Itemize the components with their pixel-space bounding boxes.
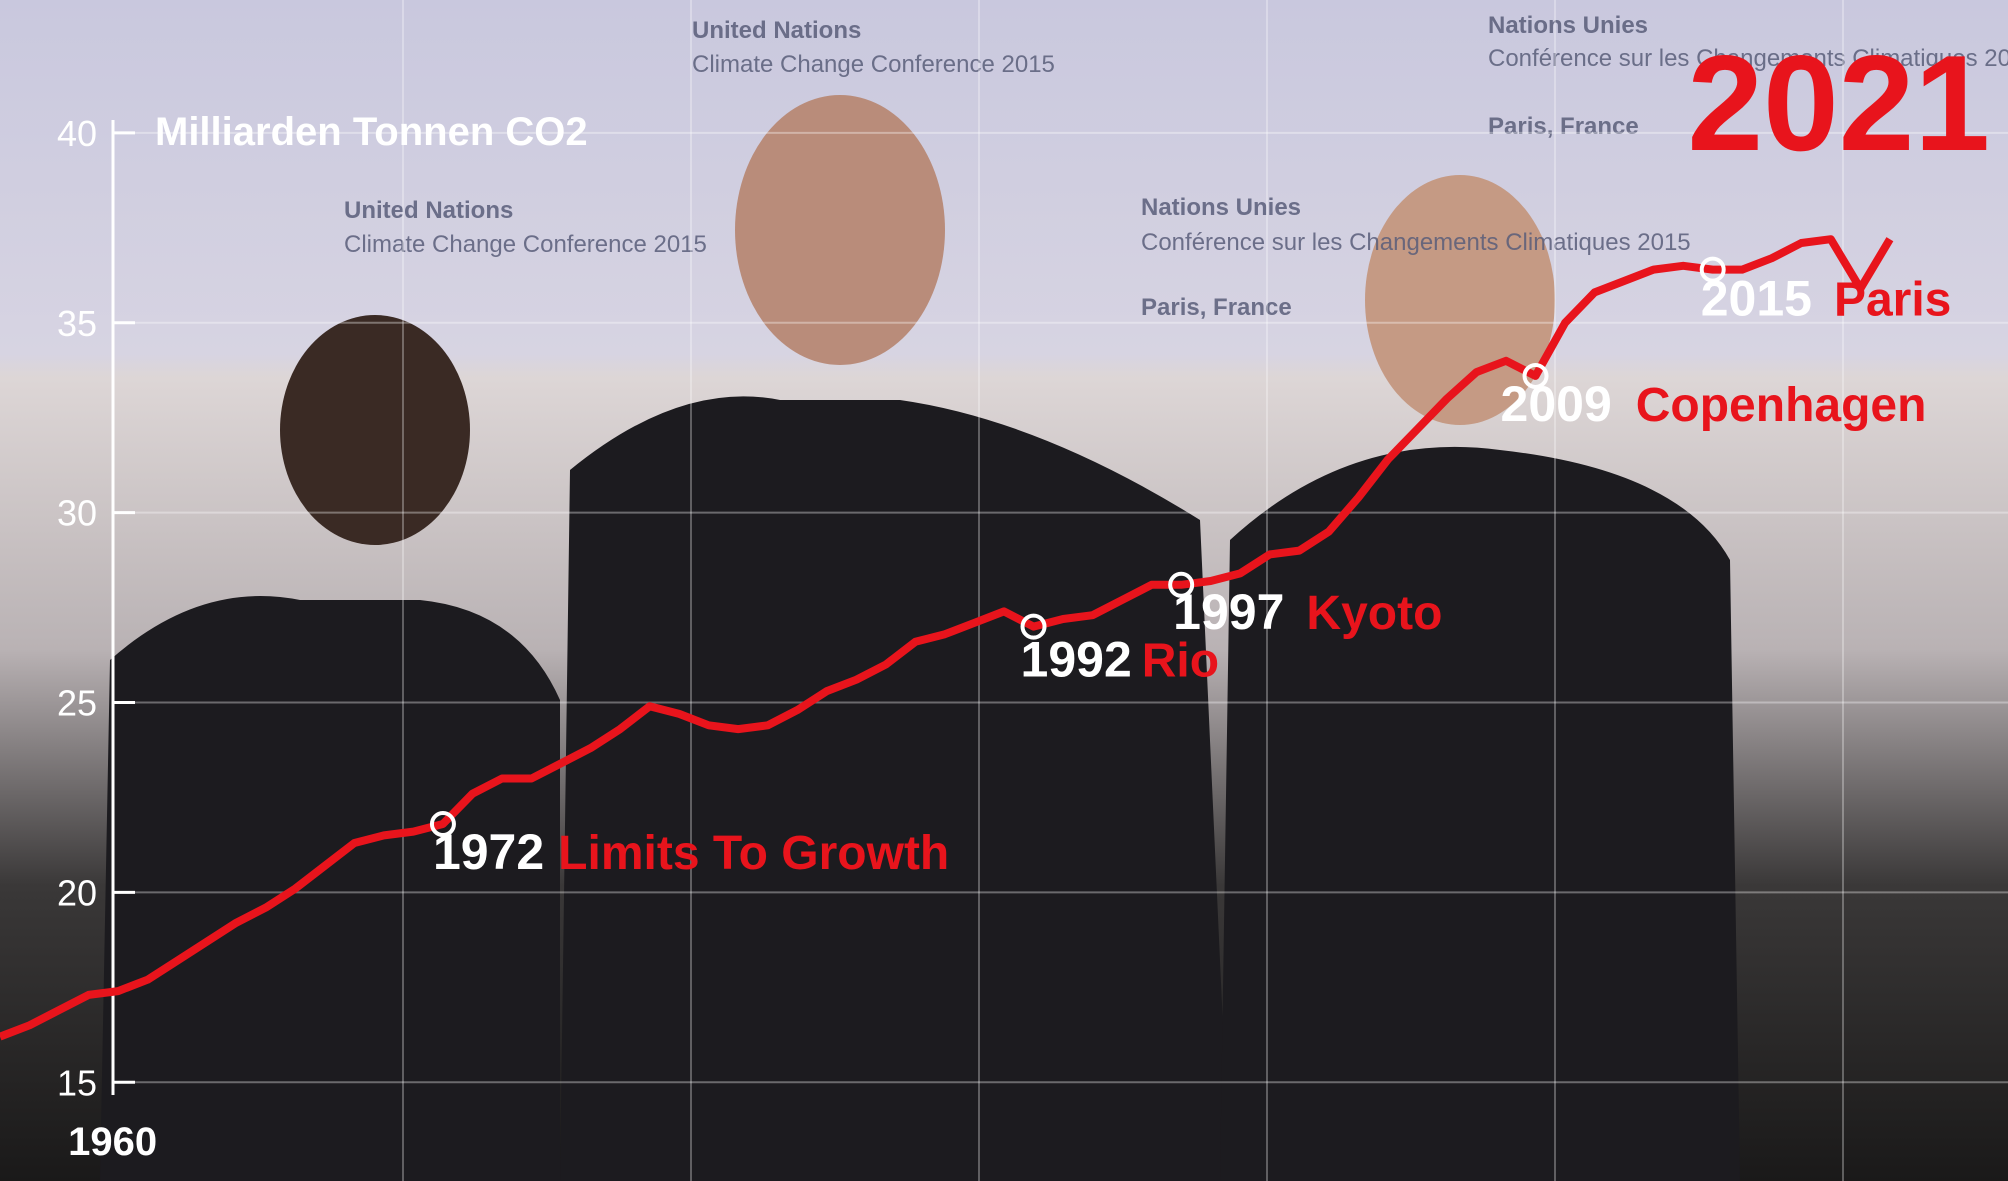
banner-text: United Nations <box>692 17 861 44</box>
banner-text: Climate Change Conference 2015 <box>344 231 707 258</box>
y-tick-label: 25 <box>57 683 97 724</box>
event-name: Rio <box>1142 635 1219 688</box>
banner-text: Paris, France <box>1141 294 1292 321</box>
banner-text: Conférence sur les Changements Climatiqu… <box>1488 45 2008 72</box>
y-tick-label: 20 <box>57 872 97 913</box>
banner-text: Conférence sur les Changements Climatiqu… <box>1141 229 1691 256</box>
event-name: Limits To Growth <box>558 827 949 880</box>
data-line <box>0 235 1894 1041</box>
event-name: Kyoto <box>1306 587 1442 640</box>
event-marker <box>1020 613 1047 640</box>
banner-text: Nations Unies <box>1488 12 1648 39</box>
event-year: 2015 <box>1701 271 1812 327</box>
event-marker <box>1168 571 1195 598</box>
y-tick-label: 40 <box>57 113 97 154</box>
event-marker <box>429 811 456 838</box>
banner-text: Climate Change Conference 2015 <box>692 51 1055 78</box>
event-marker <box>1522 362 1549 389</box>
banner-text: United Nations <box>344 197 513 224</box>
y-tick-label: 35 <box>57 303 97 344</box>
y-tick-label: 30 <box>57 493 97 534</box>
x-tick-label: 1960 <box>68 1120 157 1164</box>
people-silhouettes <box>100 95 1740 1181</box>
event-year: 1997 <box>1173 584 1284 640</box>
banner-text: Paris, France <box>1488 113 1639 140</box>
y-axis-label: Milliarden Tonnen CO2 <box>155 110 588 154</box>
event-year: 1992 <box>1021 632 1132 688</box>
current-year: 2021 <box>1687 27 1990 179</box>
event-year: 1972 <box>433 824 544 880</box>
y-tick-label: 15 <box>57 1062 97 1103</box>
event-marker <box>1699 256 1726 283</box>
banner-text: Nations Unies <box>1141 194 1301 221</box>
banner-texts: United Nations Climate Change Conference … <box>344 12 2008 321</box>
event-name: Paris <box>1834 274 1951 327</box>
event-year: 2009 <box>1501 376 1612 432</box>
event-name: Copenhagen <box>1636 379 1927 432</box>
